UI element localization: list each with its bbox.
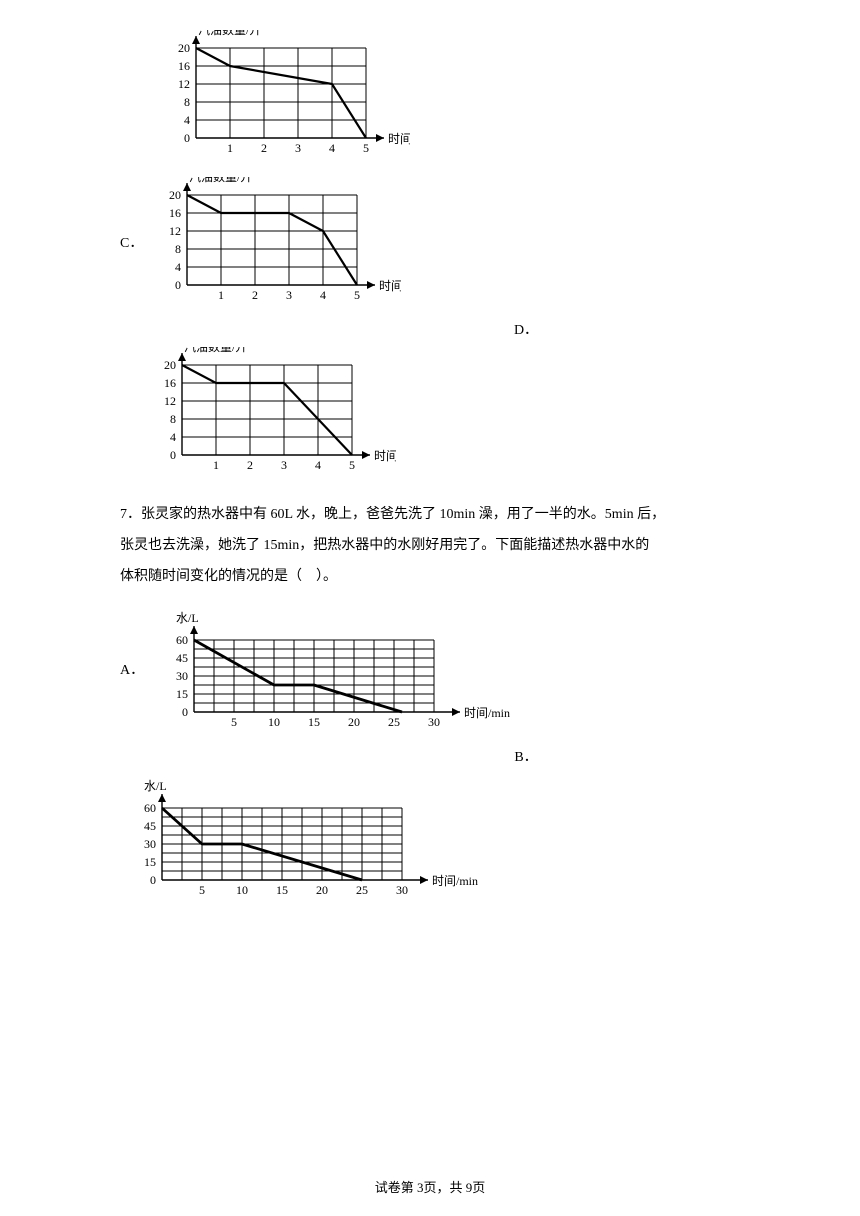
q7-l1: 张灵家的热水器中有 60L 水，晚上，爸爸先洗了 10min 澡，用了一半的水。… [141, 507, 665, 522]
svg-text:5: 5 [363, 141, 369, 155]
svg-text:汽油数量/升: 汽油数量/升 [189, 177, 252, 184]
svg-text:60: 60 [144, 801, 156, 815]
gas-chart-d-svg: 04812162012345汽油数量/升时间/天 [146, 347, 396, 477]
svg-text:45: 45 [144, 819, 156, 833]
svg-text:30: 30 [144, 837, 156, 851]
svg-text:0: 0 [150, 873, 156, 887]
svg-text:20: 20 [348, 715, 360, 729]
svg-text:0: 0 [175, 278, 181, 292]
q7-l2: 张灵也去洗澡，她洗了 15min，把热水器中的水刚好用完了。下面能描述热水器中水… [120, 538, 649, 553]
svg-text:时间/min: 时间/min [464, 706, 510, 720]
chart-b-block: 0 15 30 45 60 5 10 15 20 25 30 水/L 时间/min [120, 772, 740, 907]
svg-text:3: 3 [295, 141, 301, 155]
svg-text:20: 20 [178, 41, 190, 55]
chart-d-block: 04812162012345汽油数量/升时间/天 [146, 347, 740, 482]
svg-text:1: 1 [227, 141, 233, 155]
option-d-label: D． [514, 319, 538, 339]
svg-text:汽油数量/升: 汽油数量/升 [198, 30, 261, 37]
svg-text:水/L: 水/L [144, 779, 167, 793]
svg-text:20: 20 [164, 358, 176, 372]
svg-text:12: 12 [169, 224, 181, 238]
svg-text:4: 4 [184, 113, 190, 127]
svg-text:2: 2 [252, 288, 258, 302]
svg-text:1: 1 [218, 288, 224, 302]
gas-chart-c: 04812162012345汽油数量/升时间/天 [151, 177, 401, 307]
svg-text:时间/min: 时间/min [432, 874, 478, 888]
svg-text:16: 16 [169, 206, 181, 220]
svg-text:5: 5 [354, 288, 360, 302]
svg-text:15: 15 [308, 715, 320, 729]
svg-text:时间/天: 时间/天 [388, 132, 410, 146]
water-chart-b-svg: 0 15 30 45 60 5 10 15 20 25 30 水/L 时间/min [120, 772, 480, 902]
svg-text:20: 20 [316, 883, 328, 897]
svg-text:10: 10 [268, 715, 280, 729]
svg-text:25: 25 [356, 883, 368, 897]
svg-text:2: 2 [261, 141, 267, 155]
svg-text:30: 30 [396, 883, 408, 897]
svg-text:15: 15 [276, 883, 288, 897]
svg-text:10: 10 [236, 883, 248, 897]
svg-text:8: 8 [170, 412, 176, 426]
svg-text:汽油数量/升: 汽油数量/升 [184, 347, 247, 354]
svg-text:3: 3 [281, 458, 287, 472]
page-footer: 试卷第 3页，共 9页 [0, 1177, 860, 1196]
svg-text:12: 12 [164, 394, 176, 408]
svg-text:16: 16 [164, 376, 176, 390]
q7-l3: 体积随时间变化的情况的是（ ）。 [120, 569, 337, 584]
svg-text:30: 30 [428, 715, 440, 729]
svg-text:60: 60 [176, 633, 188, 647]
gas-chart-top-svg: 04812162012345汽油数量/升时间/天 [160, 30, 410, 160]
svg-text:12: 12 [178, 77, 190, 91]
svg-text:时间/天: 时间/天 [374, 449, 396, 463]
chart-c-block: C． 04812162012345汽油数量/升时间/天 [120, 177, 740, 307]
option-d-row: D． [320, 319, 740, 339]
svg-text:4: 4 [329, 141, 335, 155]
option-b-label: B． [514, 746, 537, 766]
svg-text:水/L: 水/L [176, 611, 199, 625]
svg-text:0: 0 [184, 131, 190, 145]
svg-text:4: 4 [175, 260, 181, 274]
svg-text:5: 5 [199, 883, 205, 897]
svg-text:16: 16 [178, 59, 190, 73]
svg-text:5: 5 [231, 715, 237, 729]
option-a-label: A． [120, 659, 144, 679]
gas-chart-d: 04812162012345汽油数量/升时间/天 [146, 347, 396, 477]
svg-text:4: 4 [170, 430, 176, 444]
water-chart-b: 0 15 30 45 60 5 10 15 20 25 30 水/L 时间/min [120, 772, 480, 902]
gas-chart-c-svg: 04812162012345汽油数量/升时间/天 [151, 177, 401, 307]
water-chart-a: 0 15 30 45 60 5 10 15 20 25 30 水/L 时间/min [152, 604, 512, 734]
svg-text:45: 45 [176, 651, 188, 665]
option-b-row: B． [320, 746, 740, 766]
svg-text:0: 0 [182, 705, 188, 719]
svg-text:20: 20 [169, 188, 181, 202]
svg-text:15: 15 [144, 855, 156, 869]
svg-text:1: 1 [213, 458, 219, 472]
water-chart-a-svg: 0 15 30 45 60 5 10 15 20 25 30 水/L 时间/min [152, 604, 512, 734]
gas-chart-top: 04812162012345汽油数量/升时间/天 [160, 30, 410, 160]
q7-num: 7． [120, 507, 141, 522]
svg-text:时间/天: 时间/天 [379, 279, 401, 293]
question-7: 7．张灵家的热水器中有 60L 水，晚上，爸爸先洗了 10min 澡，用了一半的… [120, 500, 740, 592]
svg-text:4: 4 [320, 288, 326, 302]
svg-text:15: 15 [176, 687, 188, 701]
svg-text:25: 25 [388, 715, 400, 729]
option-c-label: C． [120, 232, 143, 252]
chart-a-block: A． 0 15 30 45 60 5 10 15 20 25 30 水/L 时间/min [120, 604, 740, 734]
svg-text:5: 5 [349, 458, 355, 472]
svg-text:4: 4 [315, 458, 321, 472]
svg-text:0: 0 [170, 448, 176, 462]
svg-text:8: 8 [175, 242, 181, 256]
svg-text:2: 2 [247, 458, 253, 472]
chart-top-block: 04812162012345汽油数量/升时间/天 [160, 30, 740, 165]
svg-text:8: 8 [184, 95, 190, 109]
svg-text:30: 30 [176, 669, 188, 683]
svg-text:3: 3 [286, 288, 292, 302]
